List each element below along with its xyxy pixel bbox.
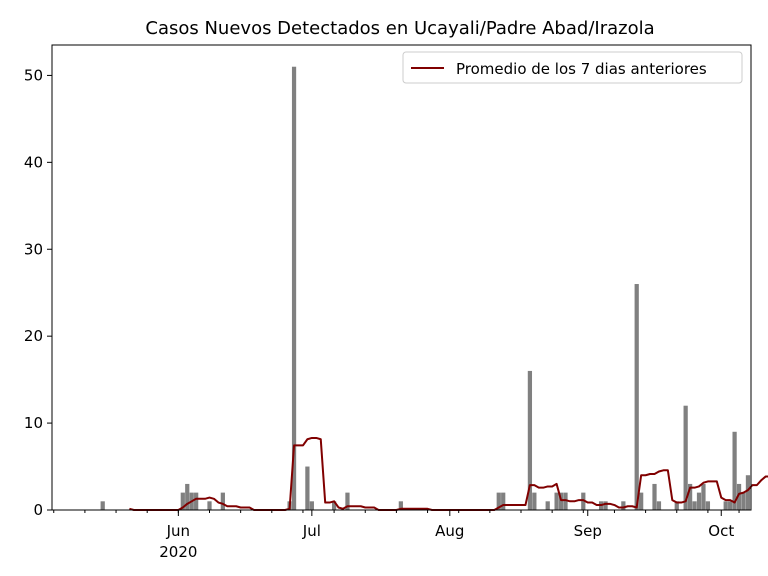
bar [652, 483, 657, 510]
x-tick-label: Jun [166, 522, 190, 540]
bar [723, 501, 728, 510]
bar [745, 475, 751, 510]
bar [305, 466, 310, 510]
x-tick-sublabel: 2020 [159, 543, 197, 561]
y-tick-label: 20 [24, 327, 43, 345]
bar [532, 492, 537, 510]
bar [621, 501, 626, 510]
bar [732, 431, 737, 510]
bar [683, 405, 688, 510]
x-tick-label: Aug [435, 522, 464, 540]
bar [581, 492, 586, 510]
bar [185, 483, 190, 510]
y-tick-label: 40 [24, 153, 43, 171]
bar [603, 501, 608, 510]
bar [656, 501, 662, 510]
bar [398, 501, 403, 510]
bar [736, 483, 742, 510]
bar [701, 483, 706, 510]
bar [100, 501, 105, 510]
x-tick-label: Jul [302, 522, 321, 540]
bar [207, 501, 212, 510]
bar [705, 501, 711, 510]
y-tick-label: 30 [24, 240, 43, 258]
bar [692, 501, 697, 510]
bar [501, 492, 506, 510]
bar [527, 370, 533, 510]
bar [639, 492, 644, 510]
bar [674, 501, 679, 510]
bar [220, 492, 225, 510]
bar [309, 501, 314, 510]
x-tick-label: Oct [708, 522, 734, 540]
plot-frame [51, 44, 752, 511]
bar [331, 501, 337, 510]
bar [687, 483, 693, 510]
bar [180, 492, 185, 510]
bar [728, 501, 733, 510]
legend-label: Promedio de los 7 dias anteriores [456, 60, 707, 78]
bar [696, 492, 702, 510]
legend: Promedio de los 7 dias anteriores [402, 51, 743, 84]
bar [545, 501, 550, 510]
bar [558, 492, 564, 510]
bar [634, 284, 639, 510]
y-tick-label: 50 [24, 66, 43, 84]
legend-box [402, 51, 743, 84]
x-tick-label: Sep [574, 522, 602, 540]
y-axis: 0 10 20 30 40 50 [24, 66, 52, 519]
bar [345, 492, 350, 510]
bar [496, 492, 501, 510]
bar [554, 492, 559, 510]
y-tick-label: 0 [33, 501, 43, 519]
x-axis: Jun 2020 Jul Aug Sep Oct [53, 510, 740, 561]
chart-title: Casos Nuevos Detectados en Ucayali/Padre… [145, 18, 654, 39]
bar [194, 492, 199, 510]
bar [741, 492, 746, 510]
bar-series [100, 66, 751, 510]
bar [291, 66, 297, 510]
y-tick-label: 10 [24, 414, 43, 432]
bar [563, 492, 568, 510]
